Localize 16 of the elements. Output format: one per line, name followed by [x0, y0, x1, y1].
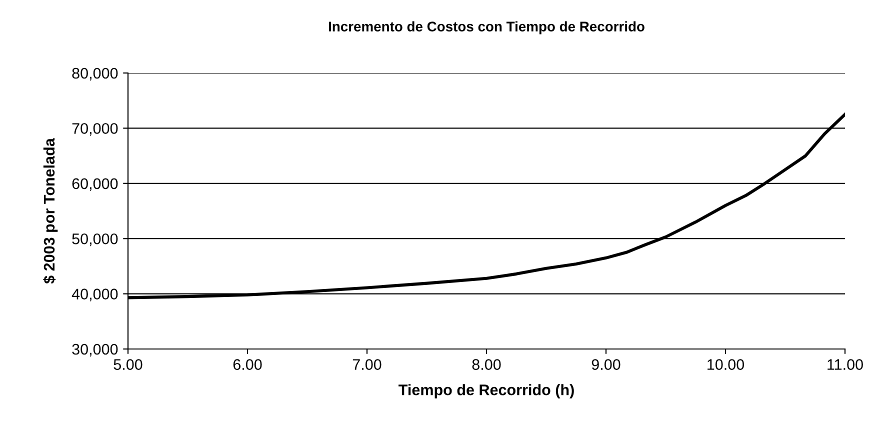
x-tick-label: 7.00	[352, 359, 382, 370]
x-tick-label: 9.00	[592, 359, 620, 370]
x-tick-label: 8.00	[472, 359, 501, 370]
y-tick-label: 50,000	[72, 233, 118, 246]
y-tick-label: 40,000	[72, 288, 118, 302]
y-tick-label: 70,000	[72, 123, 118, 136]
y-axis-title: $ 2003 por Tonelada	[43, 138, 58, 284]
x-tick-label: 5.00	[114, 359, 142, 370]
x-tick-label: 6.00	[233, 359, 262, 370]
y-tick-label: 60,000	[72, 178, 118, 191]
x-axis-title: Tiempo de Recorrido (h)	[398, 384, 574, 398]
y-tick-label: 80,000	[72, 68, 118, 80]
y-tick-label: 30,000	[72, 344, 118, 356]
x-tick-label: 11.00	[828, 359, 863, 370]
chart-title: Incremento de Costos con Tiempo de Recorrido	[328, 21, 644, 34]
x-tick-label: 10.00	[708, 359, 744, 370]
